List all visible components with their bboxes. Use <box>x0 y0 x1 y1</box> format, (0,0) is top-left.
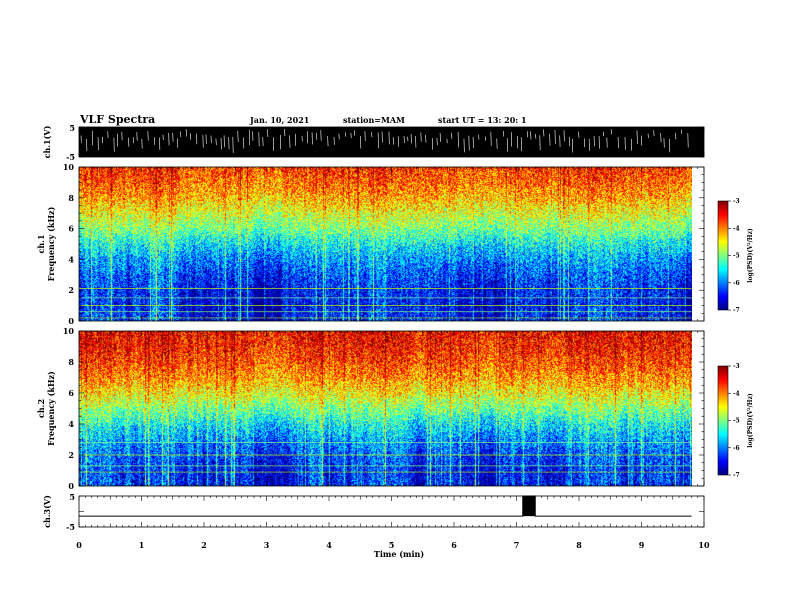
colorbar-tick-label: -7 <box>733 472 740 479</box>
spectrogram-image <box>79 331 692 486</box>
header-station: station=MAM <box>343 115 405 125</box>
figure-title: VLF Spectra <box>79 113 155 126</box>
colorbar-tick-label: -5 <box>733 418 740 425</box>
time-tick-label: 3 <box>264 540 270 550</box>
freq-tick-label: 2 <box>68 450 74 460</box>
ch3-pulse <box>522 496 536 517</box>
spectrogram-channel-label: ch.2 <box>36 399 46 418</box>
ch3-waveform-panel: 5 -5 ch.3(V) <box>42 492 705 532</box>
time-tick-label: 0 <box>76 540 82 550</box>
ch1-waveform-panel: 5 -5 ch.1(V) <box>42 123 705 162</box>
ch1-ytick-label: 5 <box>69 123 75 133</box>
colorbar-tick-label: -5 <box>733 253 740 260</box>
colorbar-tick-label: -6 <box>733 280 740 287</box>
freq-tick-label: 6 <box>68 388 74 398</box>
time-tick-label: 9 <box>639 540 645 550</box>
ch2-colorbar: -3 -4 -5 -6 -7 log(PSD)(V²/Hz) <box>717 363 754 479</box>
time-tick-label: 2 <box>201 540 207 550</box>
time-axis-label: Time (min) <box>374 549 424 559</box>
frequency-axis-label: Frequency (kHz) <box>46 206 56 281</box>
ch3-waveform-line <box>79 495 692 517</box>
freq-tick-label: 8 <box>68 193 74 203</box>
colorbar-label: log(PSD)(V²/Hz) <box>747 228 754 283</box>
ch1-spectrogram-panel: 0 2 4 6 8 10 ch.1 Frequency (kHz) <box>36 162 705 326</box>
time-axis: 0 1 2 3 4 5 6 7 8 9 10 <box>76 540 710 550</box>
ch3-ytick-label: -5 <box>66 522 75 532</box>
colorbar-rect <box>717 365 729 476</box>
freq-tick-label: 6 <box>68 224 74 234</box>
time-tick-label: 1 <box>139 540 145 550</box>
ch2-spectrogram-panel: 0 2 4 6 8 10 ch.2 Frequency (kHz) <box>36 326 705 491</box>
freq-tick-label: 4 <box>68 254 74 264</box>
colorbar-rect <box>717 200 729 311</box>
time-tick-label: 5 <box>389 540 395 550</box>
spectrogram-channel-label: ch.1 <box>36 234 46 253</box>
freq-tick-label: 10 <box>63 326 75 336</box>
freq-tick-label: 10 <box>63 162 75 172</box>
frequency-axis-label: Frequency (kHz) <box>46 371 56 446</box>
ch1-colorbar: -3 -4 -5 -6 -7 log(PSD)(V²/Hz) <box>717 198 754 314</box>
freq-tick-label: 0 <box>68 316 74 326</box>
header-date: Jan. 10, 2021 <box>249 115 309 125</box>
colorbar-tick-label: -4 <box>733 225 740 232</box>
freq-tick-label: 8 <box>68 357 74 367</box>
ch1-ytick-label: -5 <box>66 152 75 162</box>
freq-tick-label: 4 <box>68 419 74 429</box>
time-tick-label: 7 <box>514 540 520 550</box>
header-start-time: start UT = 13: 20: 1 <box>438 115 527 125</box>
colorbar-tick-label: -3 <box>733 363 740 370</box>
time-tick-label: 10 <box>698 540 710 550</box>
spectrogram-image <box>79 167 692 321</box>
colorbar-tick-label: -7 <box>733 307 740 314</box>
colorbar-tick-label: -3 <box>733 198 740 205</box>
ch3-ylabel: ch.3(V) <box>42 495 52 528</box>
time-tick-label: 8 <box>576 540 582 550</box>
colorbar-tick-label: -4 <box>733 390 740 397</box>
ch3-ytick-label: 5 <box>69 492 75 502</box>
freq-tick-label: 0 <box>68 481 74 491</box>
colorbar-label: log(PSD)(V²/Hz) <box>747 393 754 448</box>
freq-tick-label: 2 <box>68 285 74 295</box>
time-tick-label: 6 <box>451 540 457 550</box>
colorbar-tick-label: -6 <box>733 445 740 452</box>
time-tick-label: 4 <box>326 540 332 550</box>
ch1-ylabel: ch.1(V) <box>42 125 52 158</box>
